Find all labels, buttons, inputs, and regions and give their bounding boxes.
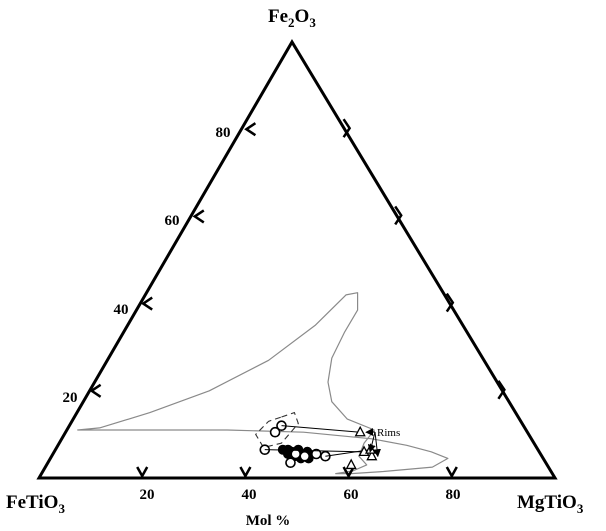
- core-point-open: [271, 428, 280, 437]
- left-tick-mark: [195, 210, 204, 222]
- bottom-tick-mark: [240, 467, 250, 476]
- left-tick-label: 60: [165, 213, 180, 229]
- rim-point-triangle: [347, 460, 356, 469]
- data-points: [260, 421, 376, 468]
- left-tick-label: 80: [216, 125, 231, 141]
- left-tick-label: 20: [63, 390, 78, 406]
- axis-title: Mol %: [246, 513, 291, 529]
- vertex-label-fe2o3: Fe2O3: [268, 6, 316, 30]
- triangle-outline: [39, 42, 555, 478]
- bottom-tick-mark: [447, 467, 457, 476]
- left-tick-mark: [246, 123, 255, 135]
- vertex-label-fetio3: FeTiO3: [6, 492, 65, 516]
- triangle-frame: [39, 42, 555, 478]
- core-point-open: [286, 458, 295, 467]
- bottom-tick-label: 80: [446, 487, 461, 503]
- core-point-open: [300, 452, 309, 461]
- rims-label: Rims: [377, 427, 400, 439]
- bottom-tick-mark: [137, 467, 147, 476]
- vertex-label-mgtio3: MgTiO3: [517, 492, 584, 516]
- bottom-tick-label: 40: [242, 487, 257, 503]
- bottom-tick-label: 60: [344, 487, 359, 503]
- left-tick-label: 40: [114, 302, 129, 318]
- left-tick-mark: [143, 298, 152, 310]
- bottom-tick-label: 20: [140, 487, 155, 503]
